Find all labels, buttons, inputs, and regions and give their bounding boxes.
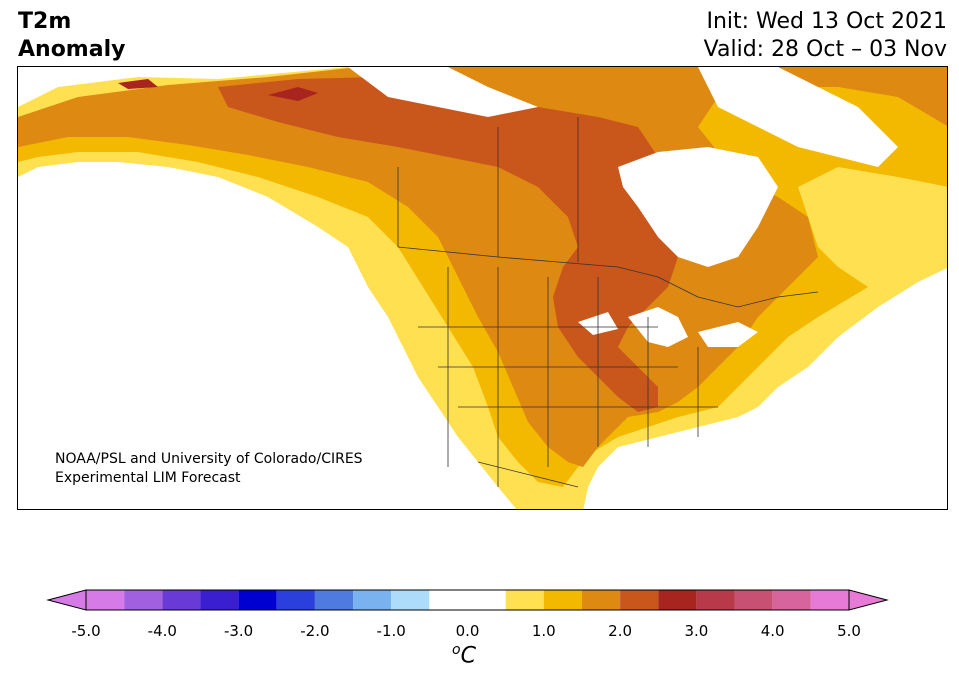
- title-line-2: Anomaly: [18, 37, 126, 62]
- colorbar-bin: [772, 590, 811, 610]
- colorbar-bin: [658, 590, 697, 610]
- colorbar-bin: [86, 590, 125, 610]
- colorbar-bin: [162, 590, 201, 610]
- map-title: T2m Anomaly: [18, 8, 125, 64]
- colorbar-tick-label: 5.0: [837, 622, 861, 640]
- colorbar-tick-label: -1.0: [376, 622, 406, 640]
- water-gulf-of-mexico: [598, 457, 844, 509]
- water-pacific: [18, 197, 497, 509]
- water-hudson-bay: [618, 147, 778, 267]
- water-atlantic: [768, 307, 947, 509]
- colorbar-bin: [200, 590, 239, 610]
- anomaly-map: [17, 66, 948, 510]
- colorbar-tick-label: -4.0: [147, 622, 177, 640]
- colorbar-outline: [85, 589, 850, 611]
- data-credit: NOAA/PSL and University of Colorado/CIRE…: [55, 450, 363, 488]
- colorbar-tick-label: 0.0: [455, 622, 480, 640]
- colorbar-tick-label: 4.0: [760, 622, 785, 640]
- colorbar-bins: [86, 590, 849, 610]
- colorbar-extend-high: [848, 589, 889, 611]
- colorbar-tick-label: -5.0: [71, 622, 101, 640]
- water-arctic-2: [698, 67, 898, 167]
- map-svg: [18, 67, 947, 509]
- colorbar-bin: [505, 590, 544, 610]
- colorbar-tick-label: -3.0: [223, 622, 254, 640]
- credit-line-1: NOAA/PSL and University of Colorado/CIRE…: [55, 451, 363, 467]
- unit-letter: C: [460, 643, 476, 669]
- init-date: Init: Wed 13 Oct 2021: [706, 9, 947, 34]
- colorbar-bin: [620, 590, 659, 610]
- colorbar-bin: [391, 590, 430, 610]
- colorbar-bin: [581, 590, 621, 610]
- unit-label: oC: [452, 642, 476, 668]
- colorbar-bin: [696, 590, 735, 610]
- colorbar-tick-label: 1.0: [531, 622, 556, 640]
- colorbar-bin: [276, 590, 315, 610]
- water-arctic-1: [348, 67, 538, 117]
- colorbar-tick-label: 3.0: [684, 622, 709, 640]
- valid-range: Valid: 28 Oct – 03 Nov: [703, 37, 947, 62]
- title-line-1: T2m: [18, 9, 72, 34]
- colorbar-bin: [543, 590, 582, 610]
- water-great-lakes: [578, 307, 758, 347]
- colorbar-bin: [429, 590, 506, 610]
- colorbar-bin: [124, 590, 163, 610]
- colorbar-bin: [314, 590, 354, 610]
- colorbar-bin: [238, 590, 277, 610]
- colorbar-bin: [810, 590, 849, 610]
- anomaly-region-2.5: [118, 79, 318, 101]
- colorbar-bin: [734, 590, 773, 610]
- colorbar-tick-label: -2.0: [300, 622, 330, 640]
- colorbar: [46, 589, 889, 611]
- colorbar-extend-low: [46, 589, 87, 611]
- date-info: Init: Wed 13 Oct 2021 Valid: 28 Oct – 03…: [704, 8, 947, 64]
- degree-symbol: o: [452, 642, 461, 658]
- borders: [397, 117, 819, 488]
- colorbar-bin: [353, 590, 392, 610]
- credit-line-2: Experimental LIM Forecast: [55, 470, 241, 486]
- anomaly-region-2.0: [218, 77, 678, 412]
- colorbar-tick-label: 2.0: [608, 622, 633, 640]
